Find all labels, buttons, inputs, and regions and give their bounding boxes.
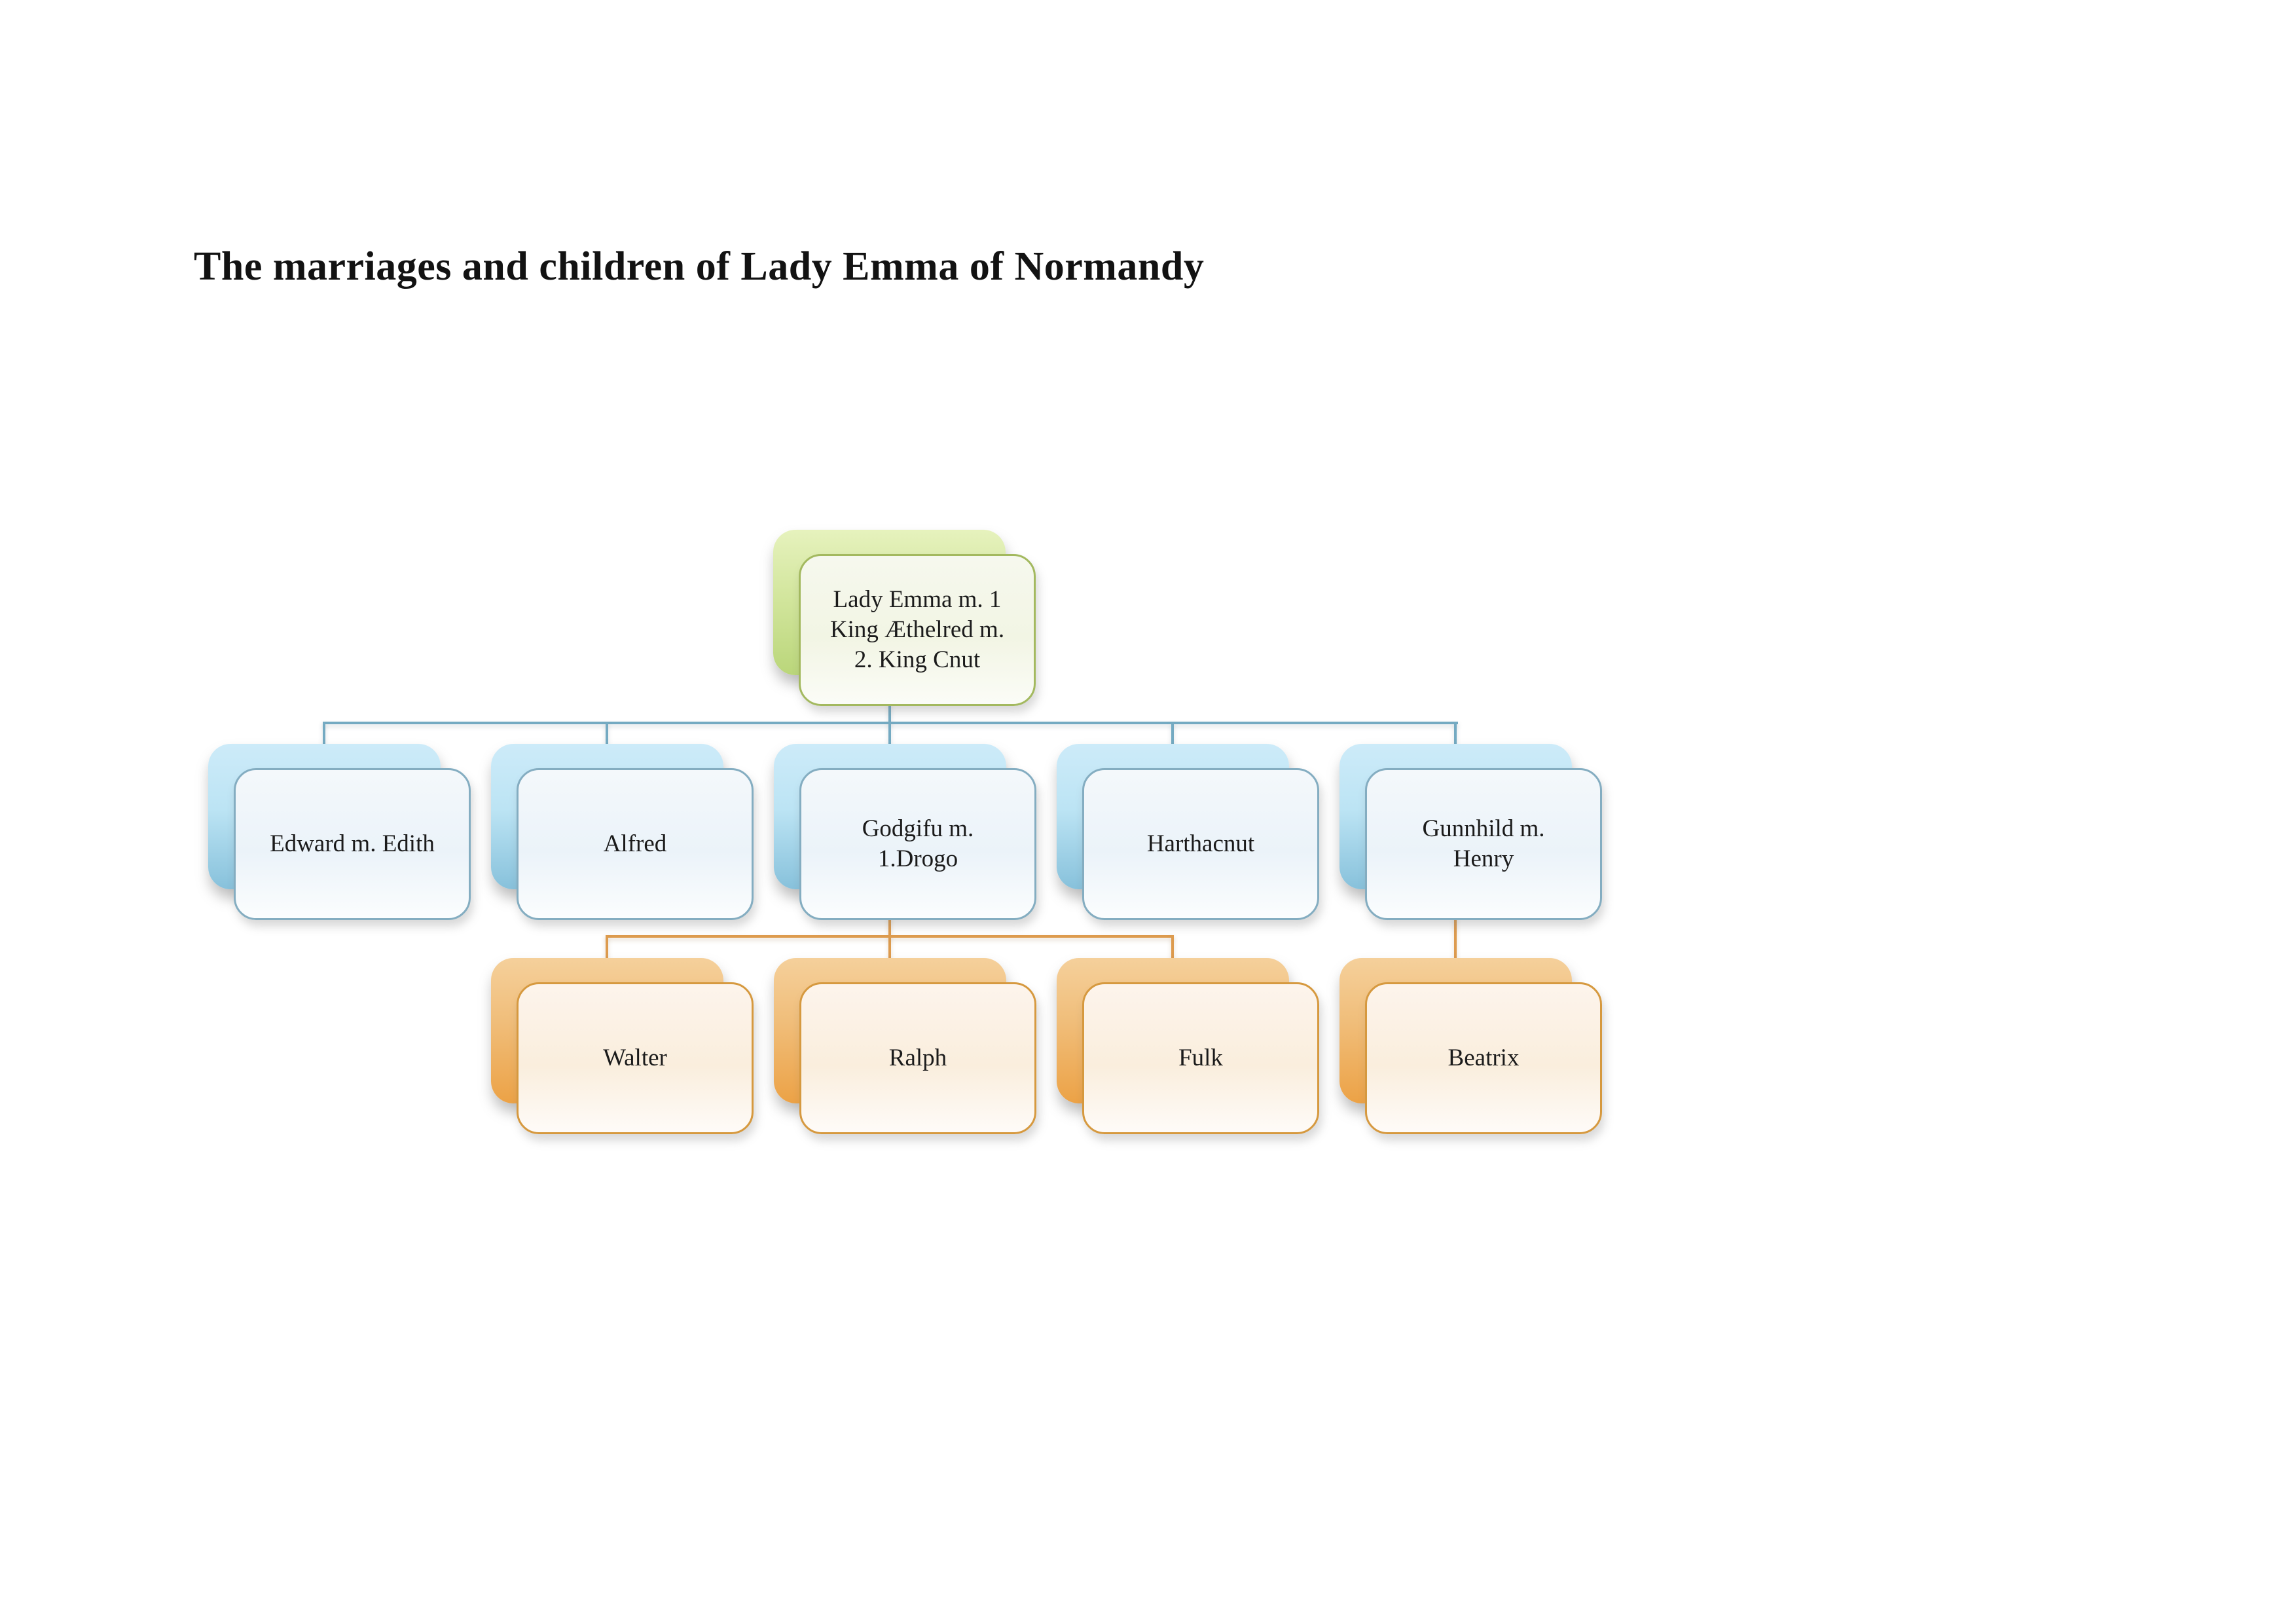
connector-stem-edward <box>323 722 325 747</box>
node-lady-emma-card: Lady Emma m. 1 King Æthelred m. 2. King … <box>799 554 1036 706</box>
node-alfred-label: Alfred <box>603 830 667 858</box>
node-harthacnut-card: Harthacnut <box>1082 768 1319 920</box>
node-godgifu-card: Godgifu m. 1.Drogo <box>799 768 1036 920</box>
page-title: The marriages and children of Lady Emma … <box>194 244 1205 289</box>
node-ralph-card: Ralph <box>799 982 1036 1134</box>
node-lady-emma: Lady Emma m. 1 King Æthelred m. 2. King … <box>773 530 1036 706</box>
connector-gunnhild-beatrix <box>1454 889 1457 958</box>
node-godgifu: Godgifu m. 1.Drogo <box>774 744 1036 920</box>
node-fulk-card: Fulk <box>1082 982 1319 1134</box>
node-walter: Walter <box>491 958 754 1134</box>
connector-stem-godgifu <box>888 722 891 747</box>
connector-godgifu-stem <box>888 889 891 958</box>
node-walter-label: Walter <box>603 1044 667 1072</box>
node-alfred-card: Alfred <box>517 768 754 920</box>
connector-stem-harthacnut <box>1171 722 1174 747</box>
node-edward-label: Edward m. Edith <box>270 830 435 858</box>
node-godgifu-label: Godgifu m. 1.Drogo <box>862 815 974 872</box>
node-gunnhild-card: Gunnhild m. Henry <box>1365 768 1602 920</box>
node-beatrix-label: Beatrix <box>1448 1044 1520 1072</box>
node-alfred: Alfred <box>491 744 754 920</box>
node-ralph-label: Ralph <box>888 1044 947 1072</box>
connector-stem-walter <box>606 935 608 961</box>
node-gunnhild-label: Gunnhild m. Henry <box>1422 815 1545 872</box>
connector-stem-gunnhild <box>1454 722 1457 747</box>
node-harthacnut: Harthacnut <box>1057 744 1319 920</box>
node-edward-card: Edward m. Edith <box>234 768 471 920</box>
connector-stem-alfred <box>606 722 608 747</box>
connector-stem-fulk <box>1171 935 1174 961</box>
node-walter-card: Walter <box>517 982 754 1134</box>
node-ralph: Ralph <box>774 958 1036 1134</box>
node-edward: Edward m. Edith <box>208 744 471 920</box>
connector-gen3-bus <box>606 935 1174 938</box>
node-gunnhild: Gunnhild m. Henry <box>1339 744 1602 920</box>
node-fulk-label: Fulk <box>1178 1044 1223 1072</box>
node-beatrix: Beatrix <box>1339 958 1602 1134</box>
node-fulk: Fulk <box>1057 958 1319 1134</box>
node-beatrix-card: Beatrix <box>1365 982 1602 1134</box>
node-lady-emma-label: Lady Emma m. 1 King Æthelred m. 2. King … <box>829 586 1005 673</box>
node-harthacnut-label: Harthacnut <box>1146 830 1255 858</box>
